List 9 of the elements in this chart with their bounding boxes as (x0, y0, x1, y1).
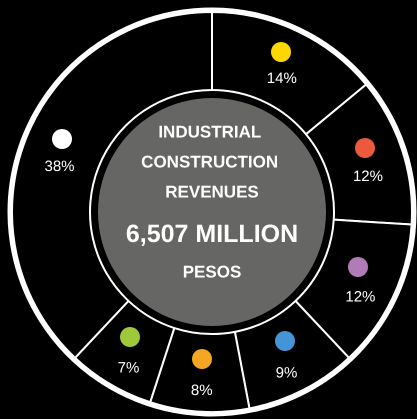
data-label: 12% (352, 168, 383, 185)
data-label: 12% (345, 288, 376, 306)
data-label: 9% (276, 364, 298, 382)
data-label: 8% (190, 382, 213, 400)
data-label: 38% (44, 158, 75, 176)
data-label: 7% (118, 360, 140, 377)
text: 6,507 MILLION PESOS (126, 220, 298, 282)
data-label: 14% (266, 70, 297, 88)
text: INDUSTRIAL CONSTRUCTION REVENUES (141, 122, 283, 202)
